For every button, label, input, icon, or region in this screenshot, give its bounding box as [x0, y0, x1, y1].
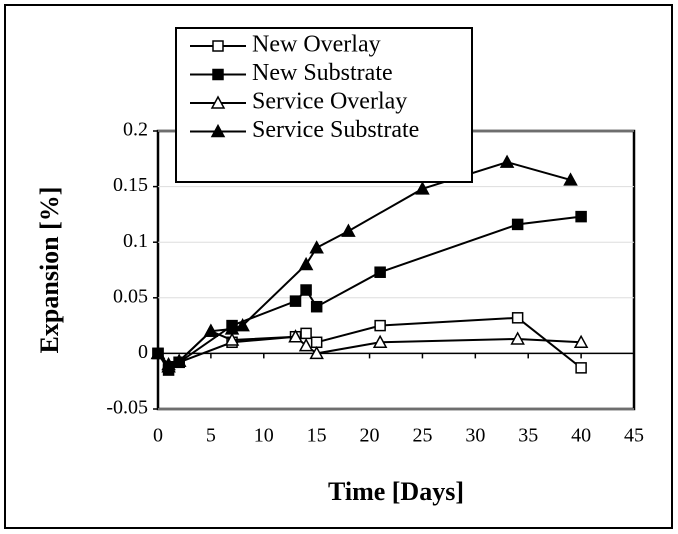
marker [171, 353, 187, 367]
marker [499, 154, 515, 168]
x-tick-label: 5 [206, 425, 216, 447]
marker [511, 218, 524, 231]
marker [300, 327, 312, 340]
marker [563, 172, 578, 186]
series-line [157, 161, 571, 369]
marker [224, 321, 240, 335]
x-tick-label: 25 [412, 425, 432, 447]
y-tick-label: 0.15 [113, 174, 148, 196]
marker [372, 334, 388, 349]
y-tick-label: 0 [138, 341, 148, 363]
legend-label: New Overlay [252, 32, 381, 58]
x-axis-label: Time [Days] [328, 477, 464, 506]
legend-label: Service Substrate [252, 117, 419, 143]
marker [510, 331, 525, 345]
marker [310, 336, 323, 349]
x-tick-label: 0 [153, 425, 163, 447]
frame [4, 4, 673, 529]
y-axis-label: Expansion [%] [35, 187, 64, 354]
marker [150, 345, 166, 360]
x-tick-label: 30 [465, 425, 485, 447]
marker [288, 329, 303, 343]
marker [203, 323, 219, 337]
legend-marker [210, 95, 226, 109]
legend [175, 27, 473, 183]
x-tick-label: 45 [624, 425, 644, 447]
marker [575, 210, 587, 223]
marker [298, 256, 314, 271]
marker [511, 312, 524, 324]
legend-marker [212, 40, 224, 52]
marker [575, 362, 587, 374]
marker [309, 345, 324, 360]
marker [374, 266, 386, 278]
marker [310, 300, 323, 313]
marker [298, 338, 314, 352]
marker [309, 240, 324, 254]
x-tick-label: 35 [518, 425, 538, 447]
legend-label: Service Overlay [252, 89, 407, 115]
y-tick-label: -0.05 [106, 397, 148, 419]
marker [235, 318, 250, 332]
x-tick-label: 40 [571, 425, 591, 447]
marker [224, 332, 240, 346]
x-tick-label: 10 [254, 425, 274, 447]
y-tick-label: 0.2 [123, 119, 148, 141]
legend-marker [210, 123, 226, 138]
legend-label: New Substrate [252, 60, 393, 86]
marker [341, 223, 356, 237]
marker [415, 181, 430, 195]
marker [289, 295, 302, 307]
marker [573, 334, 589, 349]
y-tick-label: 0.05 [113, 285, 148, 307]
marker [374, 319, 386, 332]
legend-marker [212, 68, 224, 81]
x-tick-label: 20 [360, 425, 380, 447]
y-tick-label: 0.1 [123, 230, 148, 252]
x-tick-label: 15 [307, 425, 327, 447]
marker [300, 284, 312, 296]
marker [161, 359, 176, 373]
